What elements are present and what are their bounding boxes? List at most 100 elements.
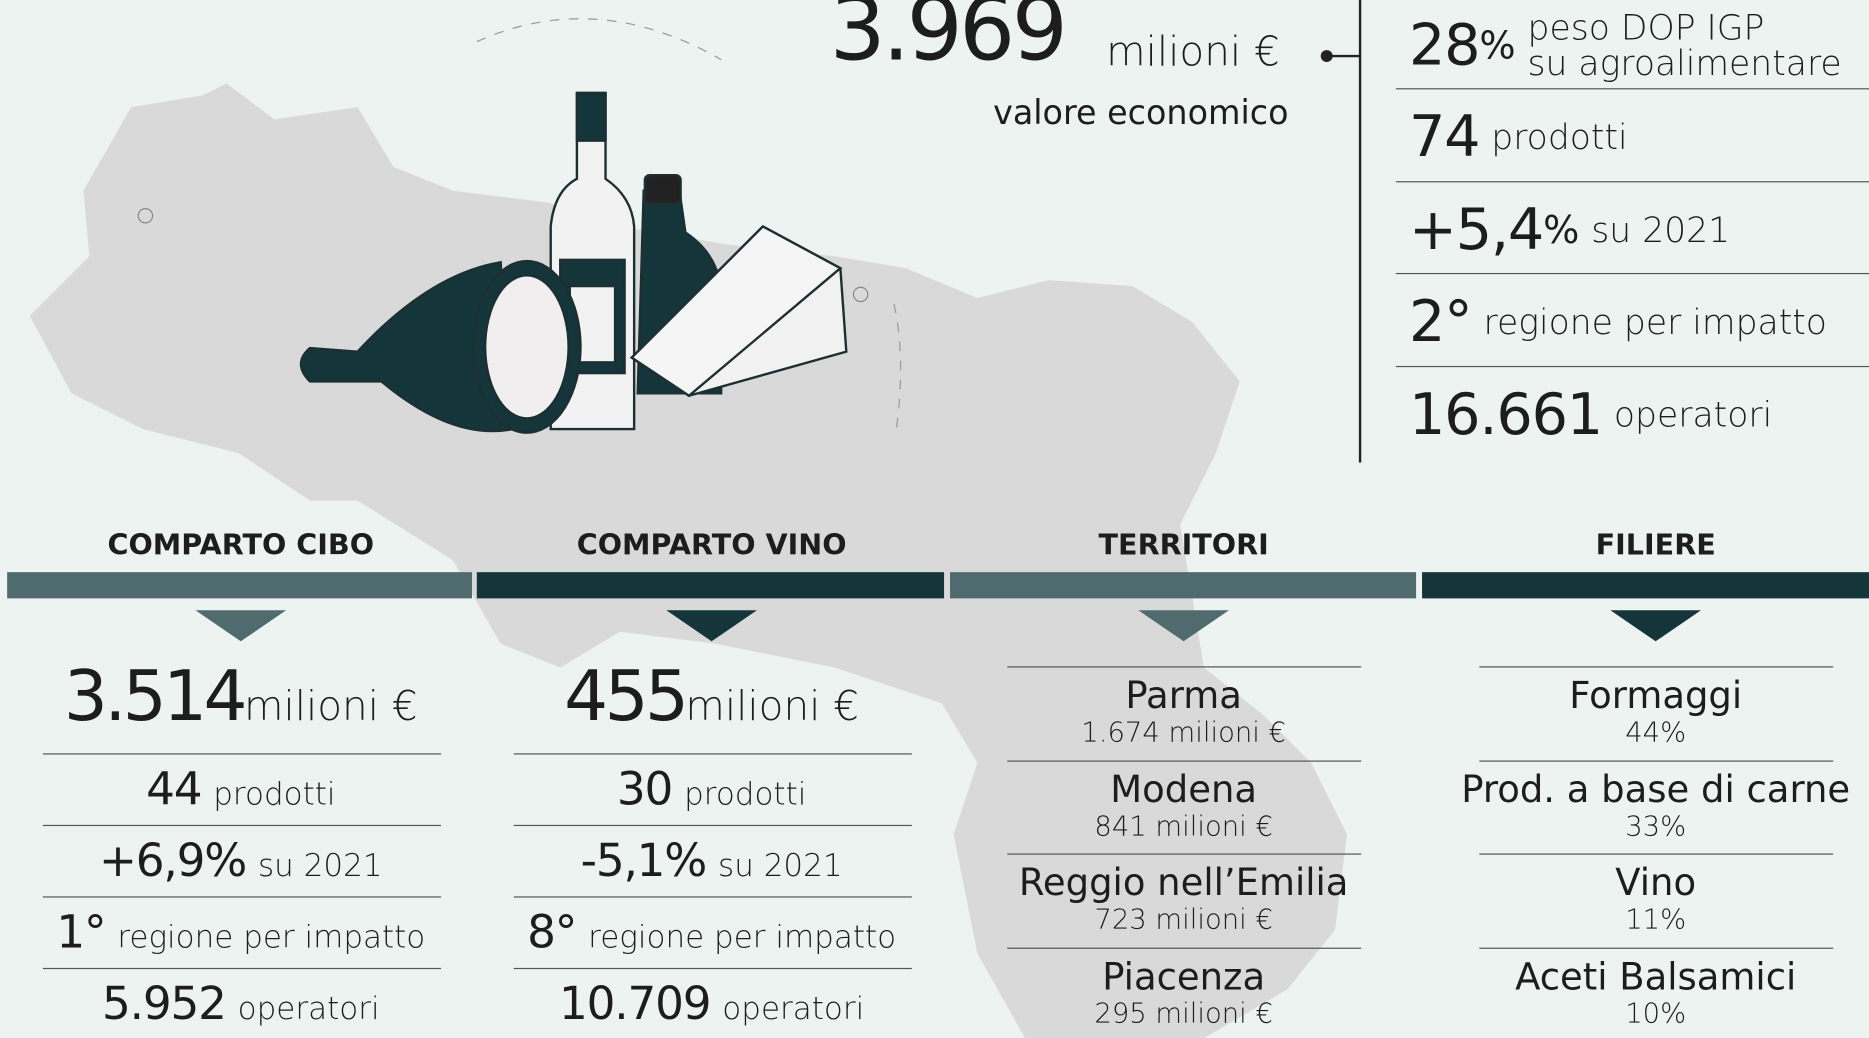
food-illustration xyxy=(299,91,848,434)
section-row: 5.952 operatori xyxy=(102,977,380,1029)
separator xyxy=(1007,666,1362,668)
separator xyxy=(42,753,442,755)
section-row: +6,9% su 2021 xyxy=(99,834,383,886)
item-name: Prod. a base di carne xyxy=(1461,768,1851,812)
item-value: 841 milioni € xyxy=(1094,811,1273,843)
item-name: Parma xyxy=(1125,674,1242,718)
section-total: 3.514 milioni € xyxy=(64,656,418,737)
stat-value: 74 xyxy=(1408,103,1481,171)
separator xyxy=(513,824,912,827)
section-title: COMPARTO VINO xyxy=(576,528,847,562)
item-value: 723 milioni € xyxy=(1094,904,1273,936)
separator xyxy=(513,896,912,898)
section-arrow xyxy=(195,610,287,642)
separator xyxy=(1007,759,1362,762)
section-arrow xyxy=(666,610,757,642)
row-label: regione per impatto xyxy=(588,920,897,956)
section-row: 44 prodotti xyxy=(146,763,335,815)
stat-row: 2° regione per impatto xyxy=(1409,277,1827,366)
header-unit: milioni € xyxy=(1106,28,1280,77)
item-name: Aceti Balsamici xyxy=(1515,955,1797,999)
header-label: valore economico xyxy=(993,92,1289,133)
total-unit: milioni € xyxy=(243,683,418,731)
stat-row: 74 prodotti xyxy=(1409,92,1628,181)
separator xyxy=(1395,88,1869,90)
connector-dot xyxy=(1320,50,1333,62)
stat-label: operatori xyxy=(1613,393,1773,435)
section-bar xyxy=(950,572,1417,599)
separator xyxy=(513,967,912,970)
row-label: operatori xyxy=(237,991,380,1028)
separator xyxy=(1479,853,1834,855)
section-row: 30 prodotti xyxy=(617,763,806,815)
total-value: 3.514 xyxy=(63,655,248,737)
stat-label: regione per impatto xyxy=(1483,301,1827,343)
separator xyxy=(1479,947,1834,949)
item-name: Piacenza xyxy=(1102,955,1266,999)
separator xyxy=(1007,853,1362,855)
row-value: 44 xyxy=(146,762,202,816)
separator xyxy=(1479,666,1834,668)
stat-label-line: peso DOP IGP xyxy=(1527,6,1765,48)
separator xyxy=(513,753,912,755)
row-label: prodotti xyxy=(684,777,807,813)
total-unit: milioni € xyxy=(685,683,860,731)
decoration xyxy=(893,303,902,430)
stat-row: +5,4% su 2021 xyxy=(1409,185,1730,274)
section-title: FILIERE xyxy=(1595,528,1716,562)
decoration xyxy=(137,208,154,224)
row-value: 5.952 xyxy=(102,977,227,1030)
row-label: su 2021 xyxy=(718,848,843,885)
separator xyxy=(1395,180,1869,182)
stat-row: 28% peso DOP IGP su agroalimentare xyxy=(1409,0,1842,89)
stat-value: 2° xyxy=(1408,288,1473,356)
item-name: Modena xyxy=(1110,768,1258,812)
separator xyxy=(42,967,442,970)
row-label: regione per impatto xyxy=(117,920,426,956)
stat-unit: % xyxy=(1479,22,1516,68)
section-bar xyxy=(476,572,945,599)
section-row: 1° regione per impatto xyxy=(56,906,425,958)
item-name: Vino xyxy=(1615,861,1697,905)
section-title: TERRITORI xyxy=(1098,528,1269,562)
decoration xyxy=(852,286,869,303)
section-total: 455 milioni € xyxy=(564,656,859,737)
item-value: 1.674 milioni € xyxy=(1081,717,1287,749)
row-value: 30 xyxy=(616,762,673,816)
row-value: +6,9% xyxy=(99,834,247,887)
item-value: 295 milioni € xyxy=(1094,998,1273,1030)
stat-label-line: su agroalimentare xyxy=(1527,42,1842,83)
row-value: 8° xyxy=(527,905,577,959)
separator xyxy=(1395,365,1869,367)
section-arrow xyxy=(1138,610,1229,642)
stat-value: 16.661 xyxy=(1408,380,1603,448)
item-value: 10% xyxy=(1625,998,1687,1030)
total-value: 455 xyxy=(564,655,689,737)
stat-value: 28 xyxy=(1408,11,1481,79)
item-name: Formaggi xyxy=(1569,674,1743,718)
separator xyxy=(1395,272,1869,275)
separator xyxy=(42,896,442,898)
stat-label: peso DOP IGP su agroalimentare xyxy=(1528,9,1842,81)
item-value: 33% xyxy=(1625,811,1687,843)
separator xyxy=(42,824,442,827)
region-map xyxy=(29,83,1347,1038)
stat-unit: % xyxy=(1543,206,1580,253)
section-arrow xyxy=(1610,610,1701,642)
stat-value: +5,4 xyxy=(1408,196,1544,263)
separator xyxy=(1007,947,1362,949)
stat-label: su 2021 xyxy=(1591,209,1731,250)
decoration xyxy=(476,18,722,61)
row-label: operatori xyxy=(722,991,865,1028)
row-value: -5,1% xyxy=(580,834,708,887)
row-value: 1° xyxy=(56,905,106,959)
item-name: Reggio nell’Emilia xyxy=(1018,861,1349,905)
header-value: 3.969 xyxy=(829,0,1068,82)
section-row: 8° regione per impatto xyxy=(527,906,896,958)
row-value: 10.709 xyxy=(559,977,712,1030)
item-value: 44% xyxy=(1625,717,1687,749)
section-row: 10.709 operatori xyxy=(559,977,864,1029)
